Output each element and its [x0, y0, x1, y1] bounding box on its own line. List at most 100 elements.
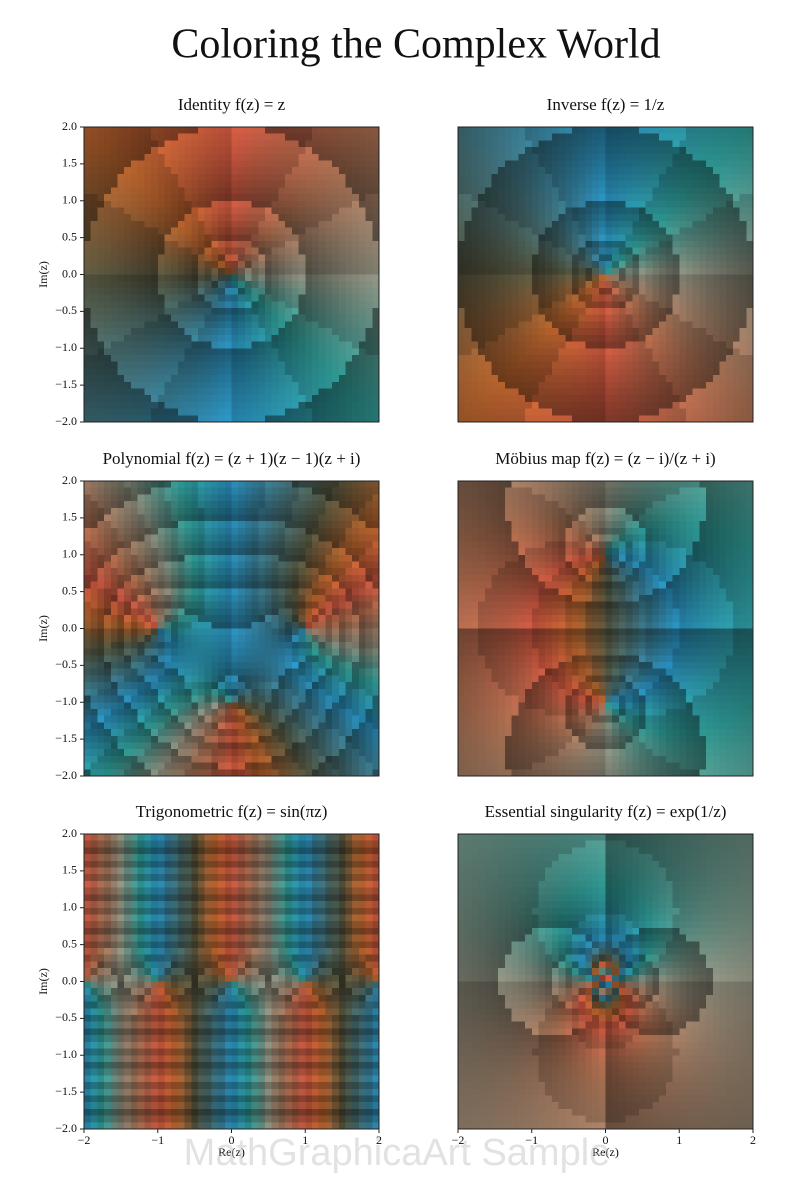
pixel	[117, 527, 125, 536]
pixel	[471, 267, 479, 276]
pixel	[164, 334, 172, 343]
pixel	[332, 507, 340, 516]
pixel	[291, 368, 300, 376]
pixel	[244, 321, 253, 329]
pixel	[224, 294, 233, 302]
pixel	[538, 294, 546, 302]
pixel	[244, 334, 253, 343]
pixel	[672, 354, 680, 363]
pixel	[625, 254, 633, 262]
pixel	[545, 160, 553, 168]
pixel	[197, 261, 206, 269]
pixel	[271, 635, 280, 643]
pixel	[291, 220, 300, 229]
pixel	[372, 501, 380, 509]
pixel	[151, 608, 159, 616]
pixel	[685, 354, 694, 363]
pixel	[338, 615, 347, 623]
pixel	[732, 227, 741, 235]
pixel	[746, 267, 754, 276]
pixel	[84, 368, 92, 376]
pixel	[538, 254, 546, 262]
pixel	[244, 341, 253, 349]
pixel	[218, 628, 226, 636]
pixel	[685, 160, 694, 168]
pixel	[732, 133, 741, 141]
pixel	[746, 287, 754, 296]
pixel	[558, 287, 566, 296]
pixel	[265, 354, 273, 363]
pixel	[251, 615, 259, 623]
pixel	[612, 227, 620, 235]
pixel	[285, 234, 293, 242]
pixel	[285, 308, 293, 316]
pixel	[478, 160, 486, 168]
pixel	[699, 321, 707, 329]
pixel	[117, 375, 125, 383]
pixel	[117, 608, 125, 616]
pixel	[191, 321, 199, 329]
pixel	[659, 415, 667, 423]
pixel	[478, 180, 486, 188]
pixel	[117, 287, 125, 296]
pixel	[184, 328, 192, 336]
pixel	[706, 341, 714, 349]
pixel	[645, 247, 654, 255]
pixel	[224, 361, 233, 369]
pixel	[578, 220, 586, 229]
pixel	[137, 375, 145, 383]
pixel	[484, 334, 493, 343]
pixel	[598, 328, 607, 336]
pixel	[298, 381, 306, 390]
pixel	[618, 361, 627, 369]
pixel	[258, 227, 266, 235]
pixel	[732, 207, 741, 215]
pixel	[625, 375, 633, 383]
pixel	[251, 153, 259, 162]
pixel	[124, 601, 132, 609]
pixel	[184, 548, 192, 556]
pixel	[458, 227, 466, 235]
pixel	[305, 200, 313, 209]
pixel	[90, 200, 98, 209]
pixel	[719, 388, 727, 396]
pixel	[97, 308, 105, 316]
pixel	[464, 334, 472, 343]
pixel	[525, 354, 533, 363]
pixel	[358, 381, 367, 390]
pixel	[659, 160, 667, 168]
pixel	[545, 301, 553, 309]
pixel	[372, 395, 380, 403]
pixel	[325, 341, 333, 349]
pixel	[265, 167, 273, 175]
pixel	[157, 415, 166, 423]
pixel	[244, 361, 253, 369]
pixel	[144, 368, 152, 376]
pixel	[298, 167, 306, 175]
pixel	[84, 641, 92, 650]
pixel	[231, 507, 239, 516]
pixel	[652, 341, 660, 349]
pixel	[545, 354, 553, 363]
pixel	[625, 200, 633, 209]
pixel	[478, 140, 486, 148]
pixel	[157, 341, 166, 349]
pixel	[551, 408, 560, 416]
pixel	[265, 220, 273, 229]
pixel	[458, 180, 466, 188]
pixel	[679, 415, 687, 423]
pixel	[97, 581, 105, 589]
pixel	[291, 207, 300, 215]
pixel	[164, 314, 172, 323]
pixel	[706, 267, 714, 276]
pixel	[538, 167, 546, 175]
pixel	[311, 334, 320, 343]
pixel	[692, 408, 700, 416]
pixel	[571, 375, 580, 383]
pixel	[484, 348, 493, 356]
pixel	[224, 534, 233, 542]
pixel	[184, 294, 192, 302]
pixel	[291, 574, 300, 583]
pixel	[578, 281, 586, 289]
pixel	[164, 200, 172, 209]
